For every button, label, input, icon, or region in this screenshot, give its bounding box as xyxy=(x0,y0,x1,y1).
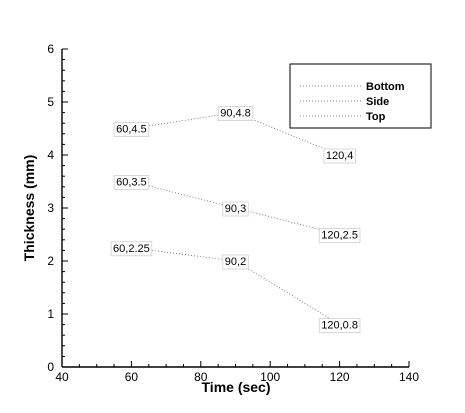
data-label: 120,2.5 xyxy=(318,228,361,243)
data-label-box xyxy=(222,201,249,217)
data-label: 120,4 xyxy=(323,148,356,164)
y-tick-label: 2 xyxy=(47,254,54,268)
data-label-layer: 60,2.25 90,2 120,0.8 60,3.5 90,3 120,2.5 60,4.… xyxy=(110,106,361,334)
data-label-text: 90,4.8 xyxy=(220,108,251,120)
x-tick-label: 80 xyxy=(194,370,208,384)
data-label: 120,0.8 xyxy=(318,318,361,334)
legend-label-bottom: Bottom xyxy=(366,81,405,93)
y-tick-label: 5 xyxy=(47,95,54,109)
x-tick-label: 40 xyxy=(55,370,69,384)
data-label-box xyxy=(113,122,150,137)
y-tick-label: 3 xyxy=(47,201,54,215)
x-tick-label: 140 xyxy=(399,370,419,384)
data-label-text: 60,2.25 xyxy=(113,243,150,255)
data-label-box xyxy=(110,241,153,257)
y-tick-label: 0 xyxy=(47,360,54,374)
legend-label-side: Side xyxy=(366,96,389,108)
data-label-text: 120,4 xyxy=(326,150,354,162)
data-label: 90,4.8 xyxy=(217,106,254,121)
data-label-box xyxy=(222,254,249,270)
x-axis: 40 60 80 100 120 140 xyxy=(55,361,419,384)
y-tick-label: 1 xyxy=(47,307,54,321)
data-label-text: 120,0.8 xyxy=(321,320,358,332)
y-axis: 0 1 2 3 4 5 6 xyxy=(47,42,68,374)
series-layer xyxy=(131,112,340,325)
data-label-text: 60,3.5 xyxy=(116,177,147,189)
x-tick-label: 100 xyxy=(260,370,280,384)
data-label-box xyxy=(318,318,361,334)
data-label-text: 90,3 xyxy=(225,203,246,215)
data-label-text: 60,4.5 xyxy=(116,124,147,136)
legend-label-top: Top xyxy=(366,111,386,123)
y-tick-label: 6 xyxy=(47,42,54,56)
data-label: 60,3.5 xyxy=(113,175,150,190)
data-label-text: 120,2.5 xyxy=(321,230,358,242)
x-axis-title: Time (sec) xyxy=(202,379,271,395)
y-axis-title: Thickness (mm) xyxy=(21,155,37,262)
data-label-box xyxy=(323,148,356,164)
data-label-text: 90,2 xyxy=(225,256,246,268)
x-tick-label: 60 xyxy=(125,370,139,384)
series-line-bottom xyxy=(131,247,340,325)
data-label: 90,2 xyxy=(222,254,249,270)
data-label: 90,3 xyxy=(222,201,249,217)
legend-box xyxy=(289,63,432,129)
data-label-box xyxy=(217,106,254,121)
y-tick-label: 4 xyxy=(47,148,54,162)
data-label-box xyxy=(318,228,361,243)
data-label-box xyxy=(113,175,150,190)
data-label: 60,4.5 xyxy=(113,122,150,137)
data-label: 60,2.25 xyxy=(110,241,153,257)
legend: Bottom Side Top xyxy=(289,63,432,129)
x-tick-label: 120 xyxy=(330,370,350,384)
